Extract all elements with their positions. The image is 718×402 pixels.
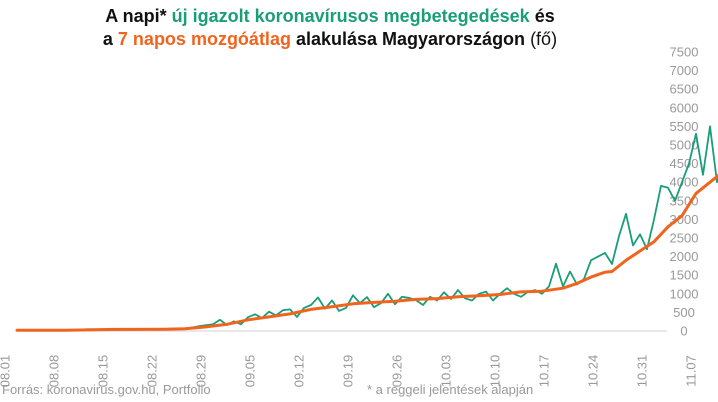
- x-tick-label: 08.08: [47, 355, 62, 388]
- x-tick-label: 09.26: [390, 355, 405, 388]
- y-tick-label: 1000: [670, 286, 699, 301]
- y-tick-label: 2000: [670, 249, 699, 264]
- x-tick-label: 09.05: [243, 355, 258, 388]
- daily-cases-line: [16, 125, 718, 332]
- x-tick-label: 09.12: [292, 355, 307, 388]
- y-tick-label: 500: [673, 305, 695, 320]
- y-tick-label: 4500: [670, 156, 699, 171]
- title-prefix-2: a: [102, 29, 118, 49]
- title-prefix-1: A napi*: [105, 6, 172, 26]
- title-suffix-1: és: [529, 6, 555, 26]
- title-middle-2: alakulása Magyarországon: [290, 29, 526, 49]
- y-axis: 0500100015002000250030003500400045005000…: [670, 45, 699, 339]
- y-tick-label: 6000: [670, 100, 699, 115]
- title-unit: (fő): [525, 29, 558, 49]
- title-average-highlight: 7 napos mozgóátlag: [117, 29, 291, 49]
- y-tick-label: 0: [680, 324, 687, 339]
- y-tick-label: 6500: [670, 82, 699, 97]
- y-tick-label: 7500: [670, 45, 699, 60]
- footnote: * a reggeli jelentések alapján: [367, 382, 534, 397]
- x-tick-label: 08.22: [145, 355, 160, 388]
- x-tick-label: 11.07: [684, 355, 699, 387]
- x-tick-label: 09.19: [341, 355, 356, 388]
- y-tick-label: 5500: [670, 119, 699, 134]
- x-tick-label: 10.10: [488, 355, 503, 388]
- series-layer: [15, 125, 718, 332]
- chart-title-line-1: A napi* új igazolt koronavírusos megbete…: [0, 5, 660, 27]
- x-tick-label: 08.01: [0, 355, 13, 388]
- moving-average-line: [15, 173, 718, 332]
- chart-title-line-2: a 7 napos mozgóátlag alakulása Magyarors…: [0, 28, 660, 50]
- x-tick-label: 08.29: [194, 355, 209, 388]
- x-tick-label: 10.17: [537, 355, 552, 388]
- y-tick-label: 5000: [670, 138, 699, 153]
- x-tick-label: 10.03: [439, 355, 454, 388]
- y-tick-label: 1500: [670, 268, 699, 283]
- y-tick-label: 4000: [670, 175, 699, 190]
- x-tick-label: 10.24: [586, 355, 601, 388]
- y-tick-label: 3000: [670, 212, 699, 227]
- y-tick-label: 7000: [670, 63, 699, 78]
- title-daily-highlight: új igazolt koronavírusos megbetegedések: [171, 6, 530, 26]
- x-axis: 08.01 08.08 08.15 08.22 08.29 09.05 09.12 09.19…: [0, 330, 699, 388]
- x-tick-label: 10.31: [635, 355, 650, 388]
- y-tick-label: 2500: [670, 231, 699, 246]
- source-note: Forrás: koronavirus.gov.hu, Portfolio: [2, 382, 211, 397]
- x-tick-label: 08.15: [96, 355, 111, 388]
